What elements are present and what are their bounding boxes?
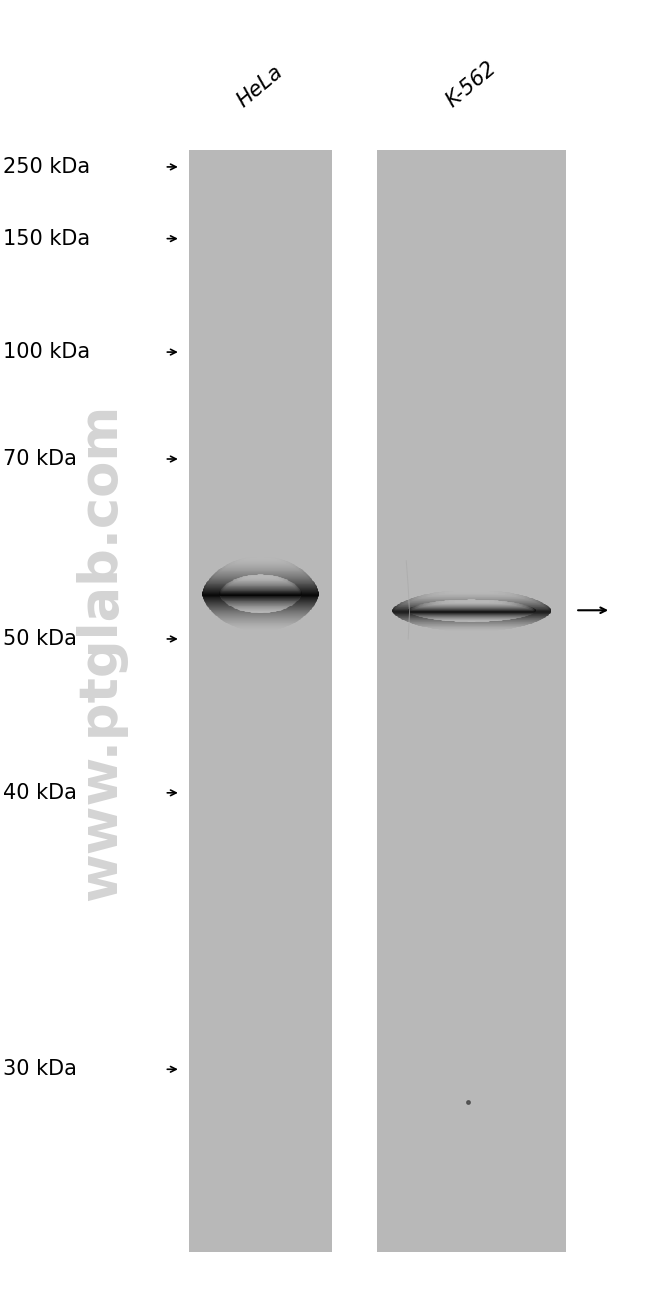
- Text: 100 kDa: 100 kDa: [3, 342, 90, 363]
- Text: K-562: K-562: [442, 57, 501, 111]
- Text: 150 kDa: 150 kDa: [3, 228, 90, 249]
- Text: 30 kDa: 30 kDa: [3, 1059, 77, 1080]
- Text: 40 kDa: 40 kDa: [3, 782, 77, 803]
- Text: 250 kDa: 250 kDa: [3, 156, 90, 177]
- Text: www.ptglab.com: www.ptglab.com: [75, 403, 127, 901]
- Bar: [188, 150, 332, 1252]
- Bar: [377, 150, 566, 1252]
- Text: 50 kDa: 50 kDa: [3, 629, 77, 649]
- Text: 70 kDa: 70 kDa: [3, 449, 77, 469]
- Text: HeLa: HeLa: [233, 61, 287, 111]
